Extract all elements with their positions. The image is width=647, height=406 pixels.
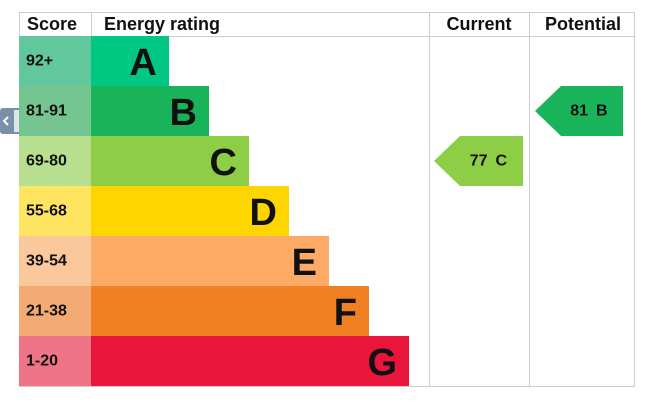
side-toggle[interactable]: [0, 108, 25, 134]
header-score: Score: [27, 14, 77, 34]
score-range: 1-20: [26, 353, 58, 370]
potential-band: B: [596, 103, 608, 120]
header-current: Current: [446, 14, 511, 34]
score-cell: [19, 236, 91, 286]
rating-bar: [91, 86, 209, 136]
score-cell: [19, 286, 91, 336]
band-letter: A: [130, 42, 157, 84]
score-range: 55-68: [26, 203, 67, 220]
score-cell: [19, 86, 91, 136]
score-range: 92+: [26, 53, 53, 70]
score-cell: [19, 186, 91, 236]
score-cell: [19, 36, 91, 86]
current-band: C: [496, 153, 508, 170]
current-score: 77: [470, 153, 488, 170]
band-letter: C: [210, 142, 237, 184]
rating-bar: [91, 286, 369, 336]
score-cell: [19, 136, 91, 186]
header-rating: Energy rating: [104, 14, 220, 34]
band-letter: F: [334, 292, 357, 334]
potential-score: 81: [570, 103, 588, 120]
rating-bar: [91, 236, 329, 286]
band-letter: G: [367, 342, 397, 384]
rating-bar: [91, 36, 169, 86]
header-potential: Potential: [545, 14, 621, 34]
rating-bar: [91, 186, 289, 236]
band-letter: B: [170, 92, 197, 134]
rating-bar: [91, 336, 409, 386]
score-range: 81-91: [26, 103, 67, 120]
band-letter: D: [250, 192, 277, 234]
rating-bar: [91, 136, 249, 186]
score-range: 21-38: [26, 303, 67, 320]
score-range: 69-80: [26, 153, 67, 170]
band-letter: E: [292, 242, 317, 284]
score-range: 39-54: [26, 253, 67, 270]
potential-arrow: [535, 86, 623, 136]
current-arrow: [434, 136, 523, 186]
score-cell: [19, 336, 91, 386]
